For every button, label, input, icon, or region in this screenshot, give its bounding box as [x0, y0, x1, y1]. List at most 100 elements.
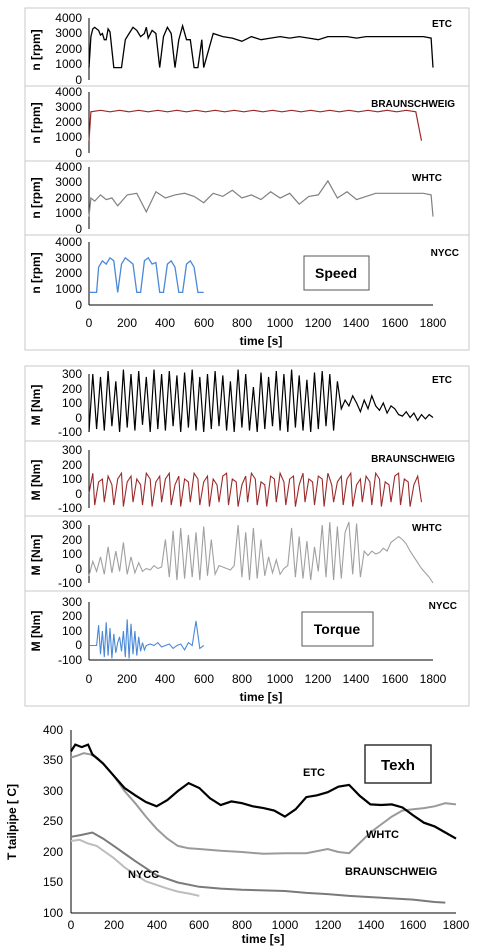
speed-panel-nycc-tick-label-3: 3000: [55, 251, 82, 265]
speed-panel-whtc-name: WHTC: [412, 173, 442, 184]
speed-chart-frame: [24, 7, 470, 351]
speed-panel-braunschweig-tick-label-4: 4000: [55, 85, 82, 99]
texh-x-tick-label: 1600: [400, 918, 427, 932]
texh-y-tick-label: 200: [43, 845, 63, 859]
torque-series-etc-line: [88, 369, 434, 433]
speed-panel-nycc-ylabel: n [rpm]: [29, 252, 43, 293]
speed-box-label-frame: [303, 255, 370, 291]
speed-panel-whtc: 0 1000 2000 3000 4000 n [rpm] WHTC: [24, 160, 470, 236]
speed-x-tick-label: 400: [155, 316, 175, 330]
speed-box-label: Speed: [315, 265, 357, 281]
speed-x-tick-label: 800: [232, 316, 252, 330]
torque-box-label: Torque: [314, 621, 361, 637]
torque-panel-nycc-tick-label-1: 0: [75, 638, 82, 652]
torque-panel-etc-ylabel: M [Nm]: [29, 385, 43, 426]
speed-x-tick-label: 1000: [267, 316, 294, 330]
texh-y-tick-label: 350: [43, 753, 63, 767]
torque-panel-nycc-ylabel: M [Nm]: [29, 611, 43, 652]
texh-series-etc-line: [70, 743, 457, 840]
texh-y-tick-label: 150: [43, 875, 63, 889]
torque-panel-etc-tick-label-1: 0: [75, 411, 82, 425]
speed-panel-braunschweig-tick-label-3: 3000: [55, 100, 82, 114]
torque-xlabel: time [s]: [240, 690, 283, 704]
torque-panel-whtc: -100 0 100 200 300 M [Nm] WHTC: [24, 515, 470, 592]
torque-panel-braunschweig-tick-label-4: 300: [62, 443, 82, 457]
speed-panel-braunschweig-ylabel: n [rpm]: [29, 102, 43, 143]
torque-panel-whtc-tick-label-2: 100: [62, 547, 82, 561]
texh-ylabel: T tailpipe [ C]: [5, 784, 19, 860]
torque-panel-whtc-tick-label-3: 200: [62, 533, 82, 547]
speed-xlabel: time [s]: [240, 334, 283, 348]
torque-x-tick-label: 1600: [382, 672, 409, 686]
speed-x-tick-label: 1600: [382, 316, 409, 330]
torque-panel-braunschweig-tick-label-0: -100: [58, 501, 82, 515]
speed-panel-nycc-frame: [24, 234, 470, 351]
torque-panel-nycc-tick-label-3: 200: [62, 609, 82, 623]
texh-y-tick-label: 400: [43, 723, 63, 737]
torque-chart-group: -100 0 100 200 300 M [Nm] ETC -100 0 100…: [24, 365, 470, 707]
texh-series-braunschweig-line: [70, 831, 446, 904]
torque-panel-whtc-ylabel: M [Nm]: [29, 535, 43, 576]
torque-panel-etc-tick-label-0: -100: [58, 425, 82, 439]
speed-panel-nycc-tick-label-1: 1000: [55, 282, 82, 296]
texh-y-tick-labels: 100 150 200 250 300 350 400: [43, 723, 63, 920]
speed-panel-nycc: 0 1000 2000 3000 4000 n [rpm] NYCC Speed…: [24, 234, 470, 351]
texh-x-tick-label: 200: [104, 918, 124, 932]
speed-panel-whtc-tick-label-0: 0: [75, 222, 82, 236]
torque-panel-nycc: -100 0 100 200 300 M [Nm] NYCC Torque 0 …: [24, 590, 470, 707]
torque-panel-nycc-tick-label-0: -100: [58, 653, 82, 667]
speed-panel-nycc-tick-label-2: 2000: [55, 266, 82, 280]
torque-x-tick-label: 1800: [420, 672, 447, 686]
torque-panel-etc-tick-label-4: 300: [62, 367, 82, 381]
texh-label-nycc: NYCC: [128, 869, 159, 881]
speed-series-nycc-line: [89, 256, 204, 294]
speed-panel-braunschweig-tick-label-2: 2000: [55, 115, 82, 129]
torque-panel-nycc-name: NYCC: [429, 601, 457, 612]
torque-x-tick-label: 0: [86, 672, 93, 686]
speed-panel-etc-ylabel: n [rpm]: [29, 29, 43, 70]
torque-x-tick-label: 600: [194, 672, 214, 686]
torque-panel-braunschweig-tick-label-2: 100: [62, 472, 82, 486]
speed-panel-etc-tick-label-4: 4000: [55, 11, 82, 25]
torque-x-tick-label: 1000: [267, 672, 294, 686]
texh-label-braunschweig: BRAUNSCHWEIG: [345, 866, 437, 878]
speed-panel-etc-tick-label-2: 2000: [55, 42, 82, 56]
texh-box-label: Texh: [381, 757, 415, 774]
speed-panel-etc-tick-label-1: 1000: [55, 57, 82, 71]
torque-panel-etc-tick-label-3: 200: [62, 382, 82, 396]
speed-panel-nycc-tick-label-4: 4000: [55, 235, 82, 249]
speed-panel-whtc-tick-label-3: 3000: [55, 175, 82, 189]
torque-panel-whtc-name: WHTC: [412, 523, 442, 534]
speed-series-whtc-line: [88, 179, 434, 217]
torque-panel-nycc-tick-label-4: 300: [62, 595, 82, 609]
texh-x-tick-label: 1200: [315, 918, 342, 932]
texh-x-tick-label: 0: [68, 918, 75, 932]
torque-series-braunschweig-line: [88, 471, 423, 507]
speed-panel-whtc-tick-label-1: 1000: [55, 206, 82, 220]
torque-x-tick-label: 800: [232, 672, 252, 686]
texh-y-tick-label: 250: [43, 814, 63, 828]
texh-x-tick-labels: 0 200 400 600 800 1000 1200 1400 1600 18…: [68, 918, 470, 932]
speed-panel-etc-tick-label-0: 0: [75, 73, 82, 87]
texh-series-nycc-line: [70, 838, 200, 897]
texh-x-tick-label: 1000: [272, 918, 299, 932]
torque-box-label-frame: [301, 611, 374, 647]
torque-panel-braunschweig-tick-label-1: 0: [75, 487, 82, 501]
speed-x-tick-label: 0: [86, 316, 93, 330]
torque-x-tick-label: 1200: [305, 672, 332, 686]
speed-panel-etc-tick-label-3: 3000: [55, 26, 82, 40]
speed-panel-etc-name: ETC: [432, 19, 452, 30]
torque-panel-whtc-tick-label-1: 0: [75, 562, 82, 576]
speed-x-tick-labels: 0 200 400 600 800 1000 1200 1400 1600 18…: [86, 316, 447, 330]
torque-x-tick-labels: 0 200 400 600 800 1000 1200 1400 1600 18…: [86, 672, 447, 686]
speed-x-tick-label: 1800: [420, 316, 447, 330]
speed-panel-whtc-tick-label-4: 4000: [55, 160, 82, 174]
texh-x-tick-label: 600: [189, 918, 209, 932]
speed-x-tick-label: 1200: [305, 316, 332, 330]
torque-x-tick-label: 400: [155, 672, 175, 686]
torque-panel-braunschweig-name: BRAUNSCHWEIG: [371, 454, 455, 465]
texh-x-tick-label: 1400: [358, 918, 385, 932]
speed-panel-nycc-name: NYCC: [431, 248, 459, 259]
torque-panel-whtc-tick-label-0: -100: [58, 576, 82, 590]
